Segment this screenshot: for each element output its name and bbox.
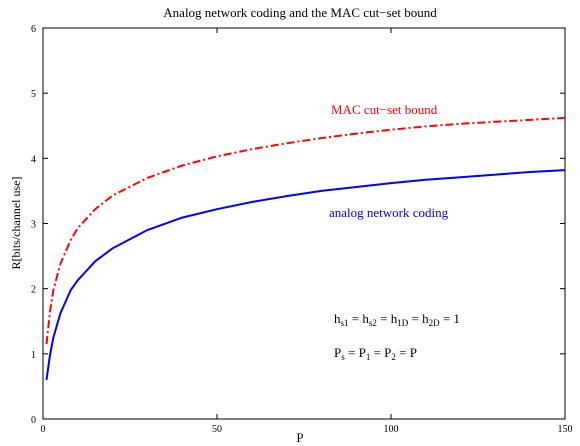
y-tick-label: 1 xyxy=(31,350,36,361)
x-tick-label: 100 xyxy=(384,424,399,435)
y-axis-label: R[bits/channel use] xyxy=(9,177,23,270)
x-tick-label: 0 xyxy=(41,424,46,435)
x-tick-label: 50 xyxy=(212,424,222,435)
y-tick-label: 3 xyxy=(31,220,36,231)
series-line-1 xyxy=(45,169,566,381)
legend-analog-network-coding: analog network coding xyxy=(329,205,449,220)
y-tick-label: 6 xyxy=(31,24,36,35)
legend-mac-cut-set-bound: MAC cut−set bound xyxy=(331,102,438,117)
y-tick-label: 2 xyxy=(31,285,36,296)
series-line-0 xyxy=(45,116,566,345)
series-group xyxy=(45,116,566,381)
y-tick-label: 4 xyxy=(31,154,36,165)
x-tick-label: 150 xyxy=(558,424,573,435)
channel-gain-equation: hs1 = hs2 = h1D = h2D = 1 xyxy=(334,311,460,328)
axis-ticks: 0 50 100 150 0 1 2 3 4 5 6 xyxy=(31,24,573,435)
y-tick-label: 0 xyxy=(31,415,36,426)
x-axis-label: P xyxy=(296,430,303,445)
chart-title: Analog network coding and the MAC cut−se… xyxy=(163,5,437,20)
plot-frame xyxy=(42,27,566,420)
plot-area xyxy=(42,27,566,420)
y-tick-label: 5 xyxy=(31,89,36,100)
power-equation: Ps = P1 = P2 = P xyxy=(334,345,417,362)
